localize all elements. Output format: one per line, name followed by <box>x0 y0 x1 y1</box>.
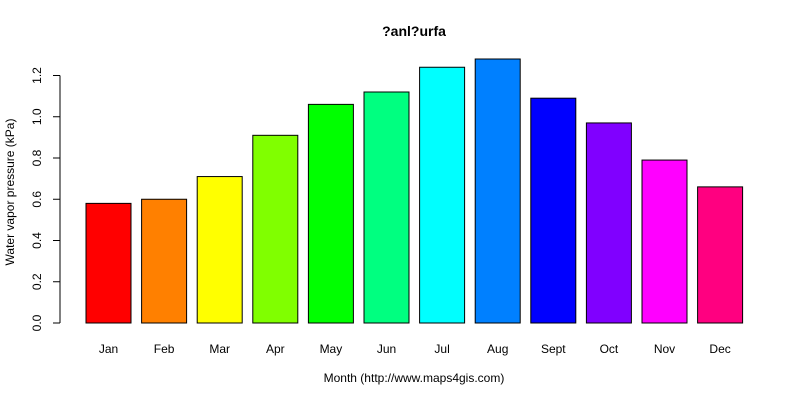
x-tick-label: Jul <box>434 342 449 356</box>
x-tick-label: May <box>320 342 343 356</box>
x-axis-label: Month (http://www.maps4gis.com) <box>324 371 505 385</box>
x-tick-label: Nov <box>654 342 675 356</box>
x-tick-label: Jun <box>377 342 396 356</box>
y-tick-label: 0.0 <box>30 314 44 331</box>
x-tick-label: Jan <box>99 342 118 356</box>
bar-jul <box>419 66 466 324</box>
bar-feb <box>141 198 188 324</box>
bar-aug <box>474 58 521 324</box>
x-tick-label: Feb <box>154 342 175 356</box>
y-axis: 0.0 0.2 0.4 0.6 0.8 1.0 1.2 <box>30 67 61 331</box>
bar-sept <box>530 97 577 324</box>
y-tick-label: 0.8 <box>30 149 44 166</box>
bar-dec <box>697 186 744 324</box>
x-tick-label: Dec <box>709 342 730 356</box>
y-tick-label: 0.4 <box>30 232 44 249</box>
x-tick-label: Oct <box>600 342 619 356</box>
y-tick-label: 0.6 <box>30 191 44 208</box>
x-tick-label: Aug <box>487 342 508 356</box>
x-axis: Jan Feb Mar Apr May Jun Jul Aug Sept Oct Nov Dec <box>99 342 731 356</box>
y-tick-label: 1.0 <box>30 108 44 125</box>
y-tick-label: 0.2 <box>30 273 44 290</box>
bar-oct <box>585 122 632 324</box>
bar-jun <box>363 91 410 324</box>
x-tick-label: Mar <box>209 342 230 356</box>
bar-may <box>307 103 354 324</box>
x-tick-label: Apr <box>266 342 285 356</box>
chart-title: ?anl?urfa <box>382 23 446 39</box>
y-tick-label: 1.2 <box>30 67 44 84</box>
bar-mar <box>196 176 243 324</box>
bars <box>85 58 744 324</box>
bar-jan <box>85 202 132 324</box>
y-axis-label: Water vapor pressure (kPa) <box>3 119 17 266</box>
bar-nov <box>641 159 688 324</box>
x-tick-label: Sept <box>541 342 566 356</box>
bar-apr <box>252 134 299 324</box>
